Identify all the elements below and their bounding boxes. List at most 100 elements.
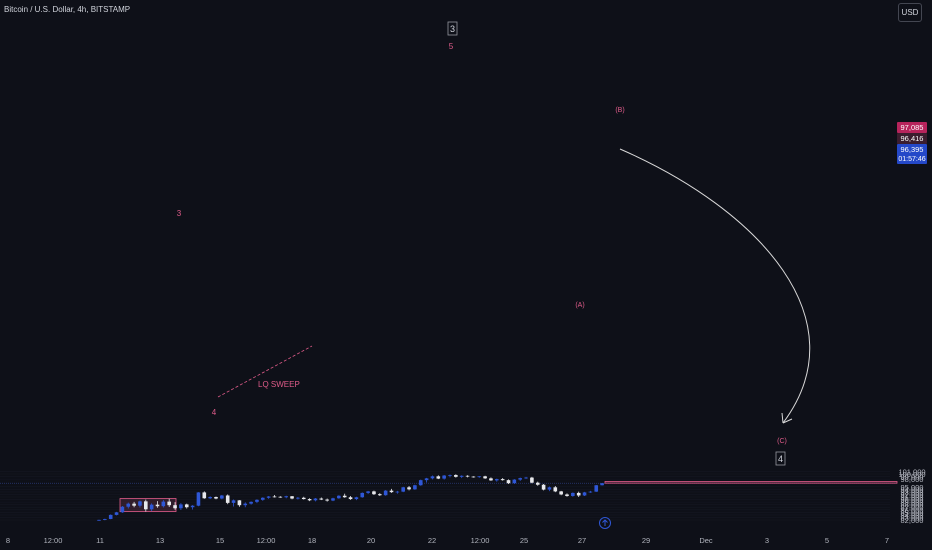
candle-body	[103, 518, 107, 520]
candle-body	[149, 504, 154, 510]
candle-body	[459, 475, 464, 477]
candle-body	[401, 487, 405, 492]
candle-body	[436, 476, 441, 479]
candle	[582, 491, 587, 496]
currency-button[interactable]: USD	[898, 3, 922, 22]
time-tick-label: 20	[367, 536, 375, 545]
candle-body	[378, 494, 382, 496]
candle	[389, 488, 394, 493]
candle	[378, 493, 382, 496]
candle-body	[541, 484, 546, 490]
candle-body	[547, 487, 552, 490]
countdown-text: 01:57:46	[898, 156, 925, 163]
candle-body	[261, 497, 265, 500]
candle	[138, 500, 142, 508]
candle	[553, 486, 558, 493]
candle-body	[337, 495, 341, 499]
candle	[97, 519, 101, 521]
price-badges: 97,085 96,416 96,395 01:57:46	[897, 122, 927, 164]
candle	[196, 492, 201, 507]
candle-body	[448, 475, 452, 476]
candle	[243, 502, 248, 508]
candle	[202, 491, 207, 499]
candle	[454, 474, 458, 478]
candle	[495, 478, 499, 482]
candle	[255, 499, 259, 504]
price-tick-label: 82,000	[901, 516, 924, 525]
candle-body	[524, 477, 528, 479]
candle	[208, 496, 212, 500]
candle	[144, 499, 148, 512]
candle	[500, 478, 505, 481]
badge-upper	[897, 122, 927, 133]
wave-c-label: (C)	[777, 438, 787, 445]
candle-body	[530, 477, 534, 483]
wave-4-boxed-label: 4	[778, 454, 783, 464]
candle	[126, 502, 131, 509]
candle-body	[366, 491, 370, 493]
candle-body	[424, 478, 429, 481]
candle-body	[495, 479, 499, 481]
candle	[132, 501, 136, 508]
candle-body	[144, 501, 148, 510]
candle-body	[138, 501, 142, 506]
candle-body	[600, 483, 604, 486]
candle	[354, 496, 359, 501]
arrowhead-icon	[781, 412, 793, 424]
scroll-to-latest-button[interactable]	[599, 517, 611, 529]
candle-body	[535, 482, 540, 485]
time-tick-label: 8	[6, 536, 10, 545]
price-tick-label: 92,000	[901, 490, 924, 499]
wave-5-label: 5	[449, 42, 454, 51]
candle	[284, 495, 288, 499]
price-tick-label: 83,000	[901, 513, 924, 522]
candle	[360, 492, 365, 498]
candle	[483, 475, 487, 479]
candle-body	[173, 505, 177, 509]
candle	[413, 484, 417, 490]
candle-body	[184, 504, 189, 508]
wave-3-box	[447, 21, 458, 36]
candle	[366, 490, 370, 494]
candle-body	[97, 519, 101, 521]
candle	[331, 497, 335, 502]
candle-body	[161, 501, 166, 507]
candle	[231, 499, 236, 507]
candle-body	[196, 492, 201, 506]
price-tick-label: 94,000	[901, 485, 924, 494]
wave-4-box	[775, 451, 786, 466]
candle-body	[313, 498, 318, 501]
gridlines	[0, 471, 890, 521]
symbol-title: Bitcoin / U.S. Dollar, 4h, BITSTAMP	[4, 5, 131, 14]
price-tick-label: 101,000	[898, 467, 925, 476]
candle-body	[442, 475, 446, 479]
badge-last-text: 96,395	[901, 145, 924, 154]
candle-body	[565, 494, 569, 496]
candle	[278, 496, 283, 498]
candle-body	[114, 512, 119, 515]
candle-body	[325, 499, 329, 501]
candle	[395, 490, 400, 494]
candle	[348, 495, 353, 500]
candle	[442, 475, 446, 480]
candle-body	[278, 496, 283, 498]
candle-body	[500, 479, 505, 481]
wave-b-label: (B)	[615, 107, 624, 114]
candle	[220, 494, 224, 500]
candle-body	[477, 476, 482, 478]
candle	[588, 490, 593, 493]
candle-body	[430, 476, 435, 479]
candle	[296, 497, 300, 500]
candle	[319, 497, 324, 501]
candle	[103, 518, 107, 521]
time-tick-label: 12:00	[257, 536, 276, 545]
candle	[372, 490, 376, 495]
candle-body	[348, 497, 353, 500]
candle-body	[208, 497, 212, 499]
candle-body	[225, 495, 230, 503]
candle-body	[202, 492, 207, 499]
candle	[535, 481, 540, 486]
price-tick-label: 85,000	[901, 508, 924, 517]
